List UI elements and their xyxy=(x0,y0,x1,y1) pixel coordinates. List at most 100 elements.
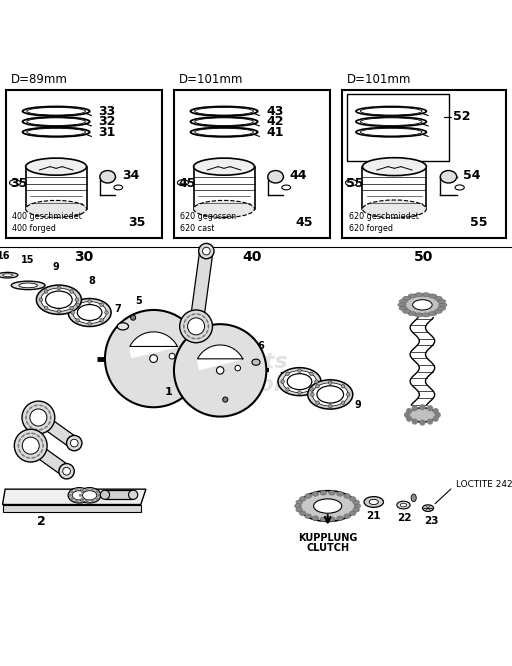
Ellipse shape xyxy=(17,443,19,448)
Text: 33: 33 xyxy=(98,105,116,118)
Bar xyxy=(105,490,133,500)
Ellipse shape xyxy=(26,433,30,435)
Circle shape xyxy=(433,416,439,422)
Circle shape xyxy=(91,488,94,491)
Ellipse shape xyxy=(397,501,410,509)
Circle shape xyxy=(76,303,79,306)
Text: 55: 55 xyxy=(470,216,487,229)
Circle shape xyxy=(419,404,425,410)
Text: 8: 8 xyxy=(89,276,96,286)
Text: 43: 43 xyxy=(266,105,284,118)
Text: 22: 22 xyxy=(397,513,412,523)
Text: 41: 41 xyxy=(266,126,284,139)
Ellipse shape xyxy=(402,296,411,300)
Ellipse shape xyxy=(296,500,303,505)
Circle shape xyxy=(297,369,302,372)
Circle shape xyxy=(310,393,314,396)
Circle shape xyxy=(435,412,441,418)
Text: 23: 23 xyxy=(424,515,438,525)
Circle shape xyxy=(281,380,285,384)
Ellipse shape xyxy=(82,491,97,500)
Ellipse shape xyxy=(42,443,44,448)
Ellipse shape xyxy=(386,224,390,229)
Ellipse shape xyxy=(36,454,40,457)
Ellipse shape xyxy=(197,313,201,316)
Bar xyxy=(6,90,162,238)
Ellipse shape xyxy=(349,497,356,501)
Ellipse shape xyxy=(437,306,446,310)
Ellipse shape xyxy=(413,205,417,210)
Ellipse shape xyxy=(398,224,403,229)
Ellipse shape xyxy=(44,406,48,410)
Circle shape xyxy=(76,318,79,322)
Text: 45: 45 xyxy=(178,177,196,190)
Ellipse shape xyxy=(202,334,206,338)
Circle shape xyxy=(427,405,433,412)
Ellipse shape xyxy=(312,516,318,521)
Circle shape xyxy=(86,490,89,494)
Ellipse shape xyxy=(48,420,51,425)
Ellipse shape xyxy=(206,330,208,334)
Circle shape xyxy=(100,303,103,306)
Circle shape xyxy=(316,401,319,404)
Ellipse shape xyxy=(437,299,446,304)
Ellipse shape xyxy=(400,503,407,507)
Text: 8: 8 xyxy=(324,387,331,397)
Ellipse shape xyxy=(399,306,408,310)
Ellipse shape xyxy=(409,217,413,222)
Ellipse shape xyxy=(344,514,350,518)
Circle shape xyxy=(310,388,313,391)
Ellipse shape xyxy=(26,457,30,459)
Circle shape xyxy=(45,290,48,293)
Ellipse shape xyxy=(308,380,353,409)
Ellipse shape xyxy=(353,507,359,512)
Ellipse shape xyxy=(439,303,447,307)
Circle shape xyxy=(57,310,61,313)
Ellipse shape xyxy=(191,337,196,340)
Text: 21: 21 xyxy=(367,511,381,521)
Circle shape xyxy=(187,318,205,335)
Ellipse shape xyxy=(31,457,36,459)
Ellipse shape xyxy=(296,507,303,512)
Circle shape xyxy=(150,355,158,362)
Circle shape xyxy=(70,498,73,500)
Circle shape xyxy=(169,353,175,359)
Polygon shape xyxy=(35,412,78,448)
Ellipse shape xyxy=(77,304,102,320)
Text: 620 forged: 620 forged xyxy=(349,224,393,233)
Ellipse shape xyxy=(100,490,110,500)
Text: 6: 6 xyxy=(258,341,264,351)
Circle shape xyxy=(39,298,43,302)
Text: 44: 44 xyxy=(290,168,307,182)
Text: D=101mm: D=101mm xyxy=(347,73,412,86)
Circle shape xyxy=(341,401,345,404)
Circle shape xyxy=(202,247,210,255)
Circle shape xyxy=(91,500,94,503)
Circle shape xyxy=(406,416,412,422)
Ellipse shape xyxy=(206,319,208,323)
Ellipse shape xyxy=(26,200,87,218)
Circle shape xyxy=(96,498,99,500)
Text: 7: 7 xyxy=(279,372,286,382)
Ellipse shape xyxy=(362,158,426,176)
Circle shape xyxy=(30,409,47,426)
Ellipse shape xyxy=(440,170,457,183)
Ellipse shape xyxy=(300,497,306,501)
Ellipse shape xyxy=(411,494,416,501)
Ellipse shape xyxy=(46,291,72,308)
Ellipse shape xyxy=(41,288,77,312)
Circle shape xyxy=(433,408,439,414)
Circle shape xyxy=(404,412,410,418)
Circle shape xyxy=(22,401,55,434)
Ellipse shape xyxy=(40,449,43,454)
Ellipse shape xyxy=(73,302,106,324)
Circle shape xyxy=(62,468,71,475)
Ellipse shape xyxy=(372,205,376,210)
Text: 55: 55 xyxy=(346,177,364,190)
Ellipse shape xyxy=(33,404,38,406)
Text: 32: 32 xyxy=(98,115,116,128)
Ellipse shape xyxy=(197,337,201,340)
Text: 400 forged: 400 forged xyxy=(12,224,56,233)
Ellipse shape xyxy=(408,294,416,298)
Circle shape xyxy=(22,437,39,454)
